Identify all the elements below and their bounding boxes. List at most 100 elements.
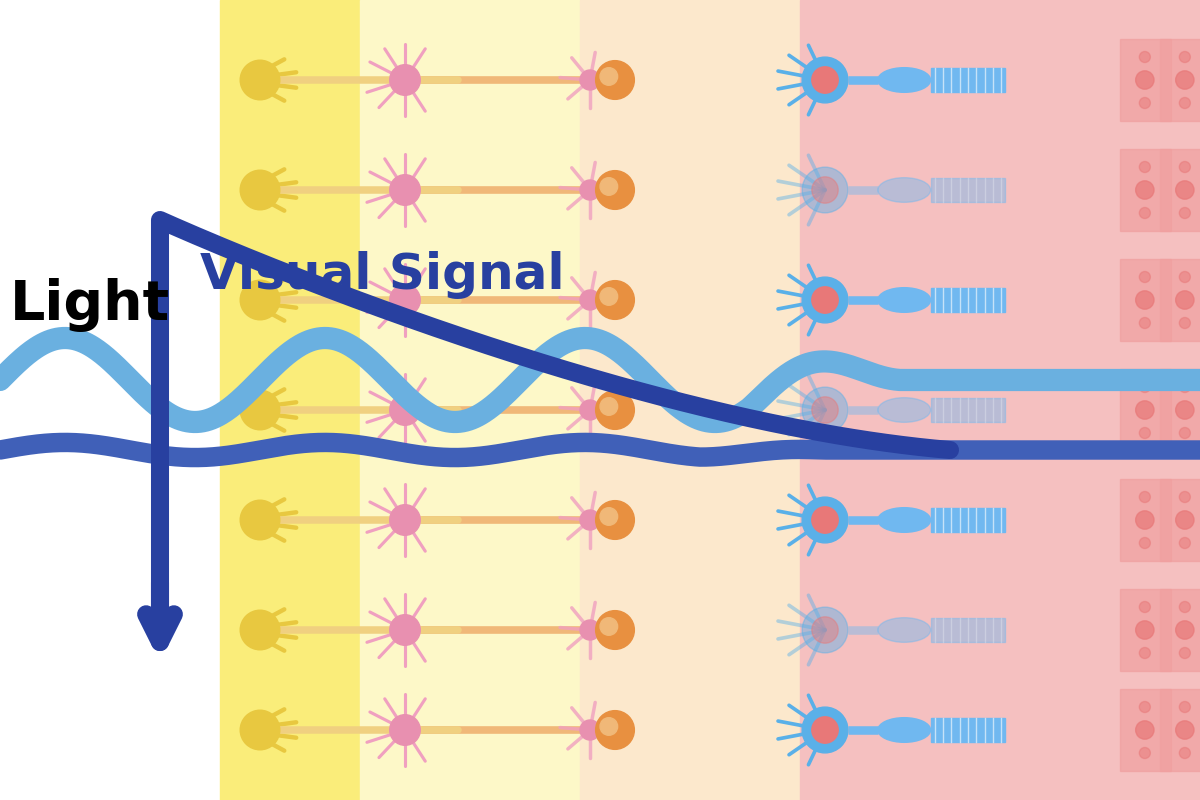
Circle shape (1139, 207, 1151, 218)
Circle shape (1180, 382, 1190, 393)
Bar (931, 288, 1006, 312)
Bar (1120, 369, 1171, 451)
Circle shape (390, 394, 420, 426)
Bar (931, 68, 1006, 92)
Circle shape (1180, 271, 1190, 282)
Ellipse shape (878, 398, 931, 422)
Circle shape (811, 717, 839, 743)
Circle shape (1139, 98, 1151, 109)
Circle shape (802, 497, 848, 543)
Circle shape (1176, 401, 1194, 419)
Bar (1160, 589, 1200, 671)
Circle shape (580, 290, 600, 310)
Bar (931, 508, 1006, 532)
Circle shape (1135, 621, 1154, 639)
Circle shape (1135, 70, 1154, 90)
Bar (931, 718, 1006, 742)
Bar (800, 0, 1200, 800)
Circle shape (802, 607, 848, 653)
Circle shape (390, 714, 420, 746)
Circle shape (1139, 382, 1151, 393)
Circle shape (595, 61, 635, 99)
Circle shape (1135, 511, 1154, 530)
Circle shape (240, 610, 280, 650)
Circle shape (1176, 181, 1194, 199)
Text: Visual Signal: Visual Signal (200, 251, 565, 299)
Circle shape (1139, 702, 1151, 713)
Bar (1120, 589, 1171, 671)
Circle shape (240, 500, 280, 540)
Circle shape (580, 510, 600, 530)
Circle shape (390, 65, 420, 95)
Circle shape (1135, 181, 1154, 199)
Bar (1120, 149, 1171, 231)
Bar (931, 398, 1006, 422)
Bar (580, 0, 800, 800)
Circle shape (802, 277, 848, 323)
Circle shape (580, 180, 600, 200)
Circle shape (802, 387, 848, 433)
Circle shape (240, 280, 280, 320)
Bar (1160, 38, 1200, 122)
Circle shape (240, 390, 280, 430)
Circle shape (1180, 162, 1190, 173)
Bar (1160, 258, 1200, 342)
Circle shape (600, 398, 618, 415)
Bar (931, 618, 1006, 642)
Circle shape (580, 620, 600, 640)
Circle shape (1135, 401, 1154, 419)
Circle shape (1139, 162, 1151, 173)
Circle shape (1180, 647, 1190, 658)
Bar (1160, 149, 1200, 231)
Circle shape (802, 57, 848, 103)
Circle shape (811, 507, 839, 533)
Circle shape (1180, 602, 1190, 613)
Circle shape (1176, 621, 1194, 639)
Circle shape (811, 286, 839, 313)
Circle shape (580, 720, 600, 740)
Circle shape (1139, 427, 1151, 438)
Circle shape (1139, 491, 1151, 502)
Circle shape (1180, 747, 1190, 758)
Circle shape (240, 170, 280, 210)
Circle shape (811, 177, 839, 203)
Circle shape (1139, 271, 1151, 282)
Circle shape (1135, 291, 1154, 309)
Circle shape (1139, 538, 1151, 549)
Circle shape (600, 68, 618, 86)
Circle shape (1180, 427, 1190, 438)
Circle shape (1139, 602, 1151, 613)
Ellipse shape (878, 288, 931, 312)
Circle shape (1176, 511, 1194, 530)
Circle shape (1176, 291, 1194, 309)
Circle shape (595, 390, 635, 430)
Circle shape (390, 174, 420, 206)
Ellipse shape (878, 718, 931, 742)
Bar (931, 178, 1006, 202)
Circle shape (811, 617, 839, 643)
Circle shape (240, 710, 280, 750)
Circle shape (1180, 51, 1190, 62)
Circle shape (595, 710, 635, 750)
Circle shape (1180, 318, 1190, 329)
Bar (1120, 478, 1171, 562)
Circle shape (1180, 98, 1190, 109)
Text: Light: Light (10, 278, 170, 332)
Circle shape (1135, 721, 1154, 739)
Circle shape (600, 288, 618, 306)
Bar (1160, 369, 1200, 451)
Circle shape (802, 167, 848, 213)
Circle shape (600, 178, 618, 195)
Circle shape (600, 718, 618, 735)
Circle shape (1180, 538, 1190, 549)
Bar (0, 0, 220, 800)
Circle shape (595, 281, 635, 319)
Bar (220, 0, 360, 800)
Circle shape (240, 60, 280, 100)
Circle shape (1180, 491, 1190, 502)
Circle shape (390, 614, 420, 646)
Circle shape (1139, 51, 1151, 62)
Circle shape (1176, 70, 1194, 90)
Circle shape (600, 618, 618, 635)
Ellipse shape (878, 68, 931, 92)
